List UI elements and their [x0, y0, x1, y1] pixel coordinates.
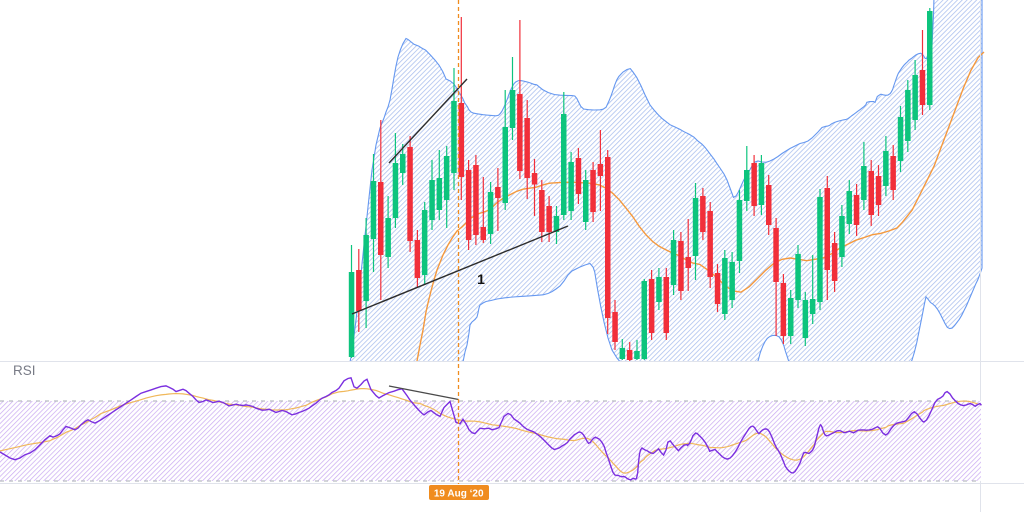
svg-text:19 Aug ‘20: 19 Aug ‘20: [434, 488, 484, 499]
svg-text:1: 1: [477, 271, 485, 287]
svg-text:RSI: RSI: [13, 363, 36, 378]
